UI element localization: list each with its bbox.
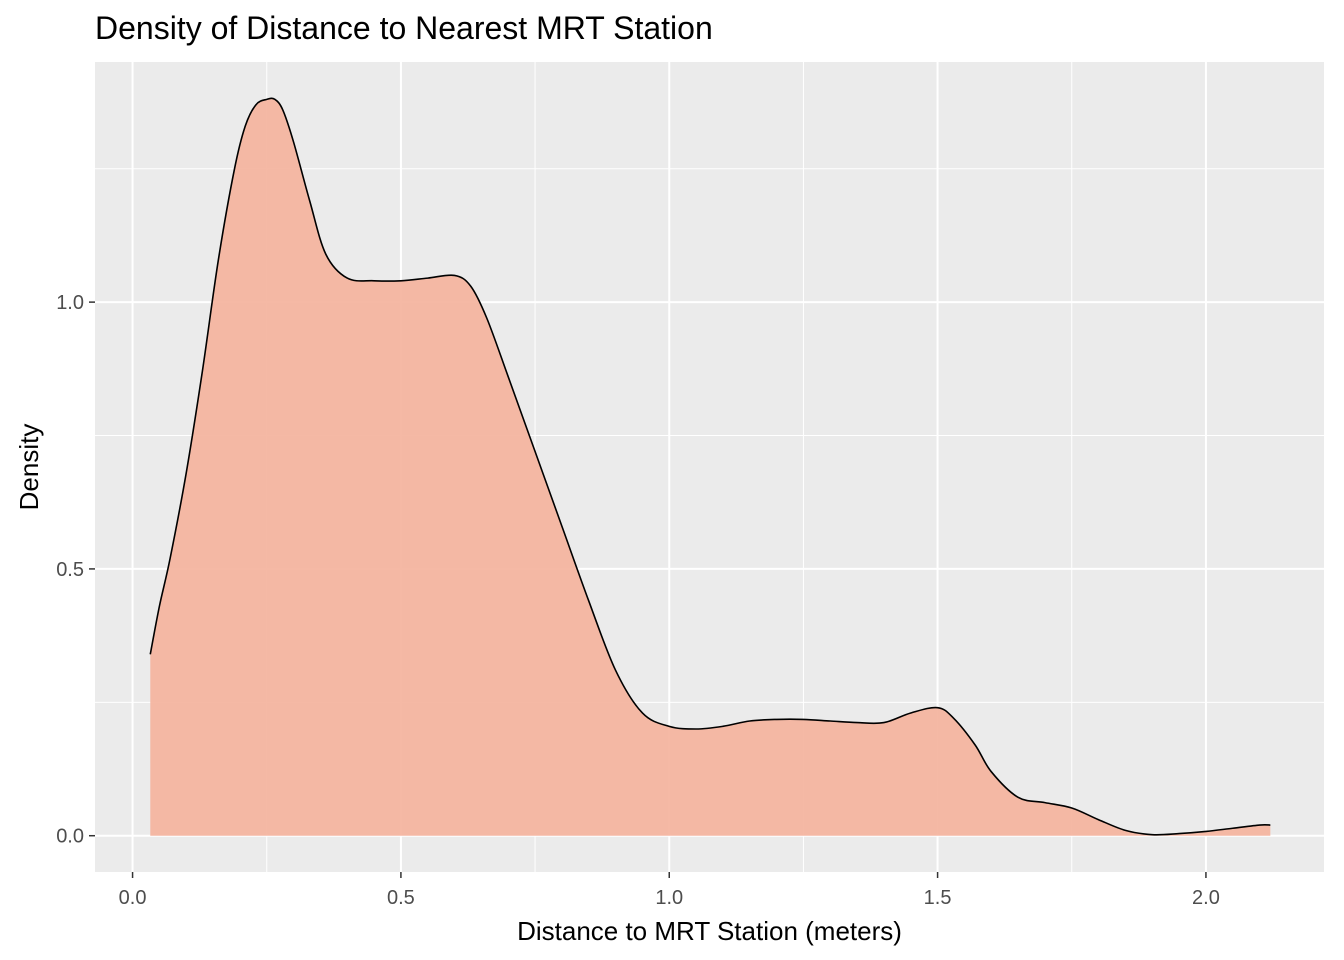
y-tick-label: 0.0 bbox=[56, 826, 84, 848]
x-tick-label: 0.0 bbox=[119, 887, 147, 909]
x-tick-label: 1.5 bbox=[924, 887, 952, 909]
density-line bbox=[149, 97, 1271, 836]
x-tick-label: 1.0 bbox=[655, 887, 683, 909]
x-tick-label: 2.0 bbox=[1192, 887, 1220, 909]
y-tick-label: 0.5 bbox=[56, 559, 84, 581]
chart-title: Density of Distance to Nearest MRT Stati… bbox=[95, 10, 713, 46]
y-axis-ticks: 0.0 0.5 1.0 bbox=[56, 292, 95, 848]
density-area bbox=[150, 98, 1271, 836]
x-tick-label: 0.5 bbox=[387, 887, 415, 909]
y-tick-label: 1.0 bbox=[56, 292, 84, 314]
x-axis-title: Distance to MRT Station (meters) bbox=[517, 916, 902, 946]
y-axis-title: Density bbox=[14, 424, 44, 511]
x-axis-ticks: 0.0 0.5 1.0 1.5 2.0 bbox=[119, 872, 1220, 909]
